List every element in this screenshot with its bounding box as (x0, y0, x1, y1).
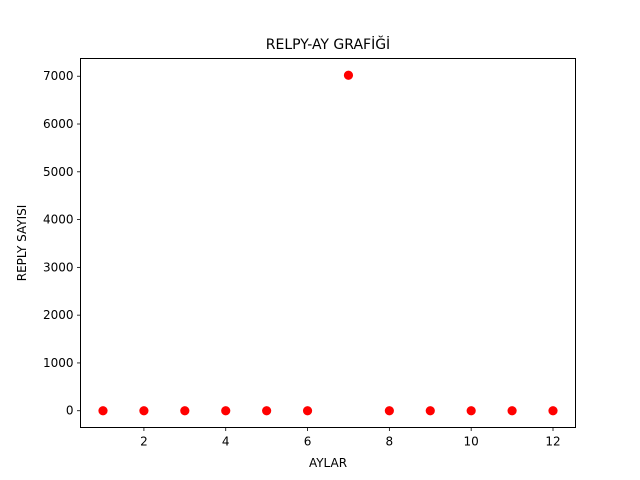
data-point (507, 406, 517, 416)
scatter-points (98, 70, 558, 416)
data-point (548, 406, 558, 416)
x-axis-ticks: 2 4 6 8 10 12 (140, 427, 561, 449)
data-point (466, 406, 476, 416)
y-axis-ticks: 0 1000 2000 3000 4000 5000 6000 7000 (43, 69, 81, 418)
x-axis-label: AYLAR (309, 456, 347, 470)
x-tick-label: 8 (386, 435, 394, 449)
data-point (302, 406, 313, 416)
y-tick-label: 6000 (43, 117, 74, 131)
data-point (425, 406, 435, 416)
y-tick-label: 7000 (43, 69, 74, 83)
y-tick-label: 2000 (43, 308, 74, 322)
data-point (139, 406, 149, 416)
data-point (343, 70, 354, 80)
y-tick-label: 0 (66, 404, 74, 418)
data-point (180, 406, 190, 416)
y-tick-label: 5000 (43, 165, 74, 179)
data-point (384, 406, 394, 416)
x-tick-label: 10 (464, 435, 479, 449)
x-tick-label: 4 (222, 435, 230, 449)
data-point (221, 406, 231, 416)
data-point (98, 406, 108, 416)
plot-area-frame (80, 58, 576, 428)
y-tick-label: 1000 (43, 356, 74, 370)
y-tick-label: 4000 (43, 213, 74, 227)
y-tick-label: 3000 (43, 260, 74, 274)
y-axis-label: REPLY SAYISI (15, 205, 29, 282)
data-point (262, 406, 272, 416)
x-tick-label: 12 (545, 435, 560, 449)
chart-title: RELPY-AY GRAFİĞİ (266, 35, 390, 53)
x-tick-label: 2 (140, 435, 148, 449)
x-tick-label: 6 (304, 435, 312, 449)
